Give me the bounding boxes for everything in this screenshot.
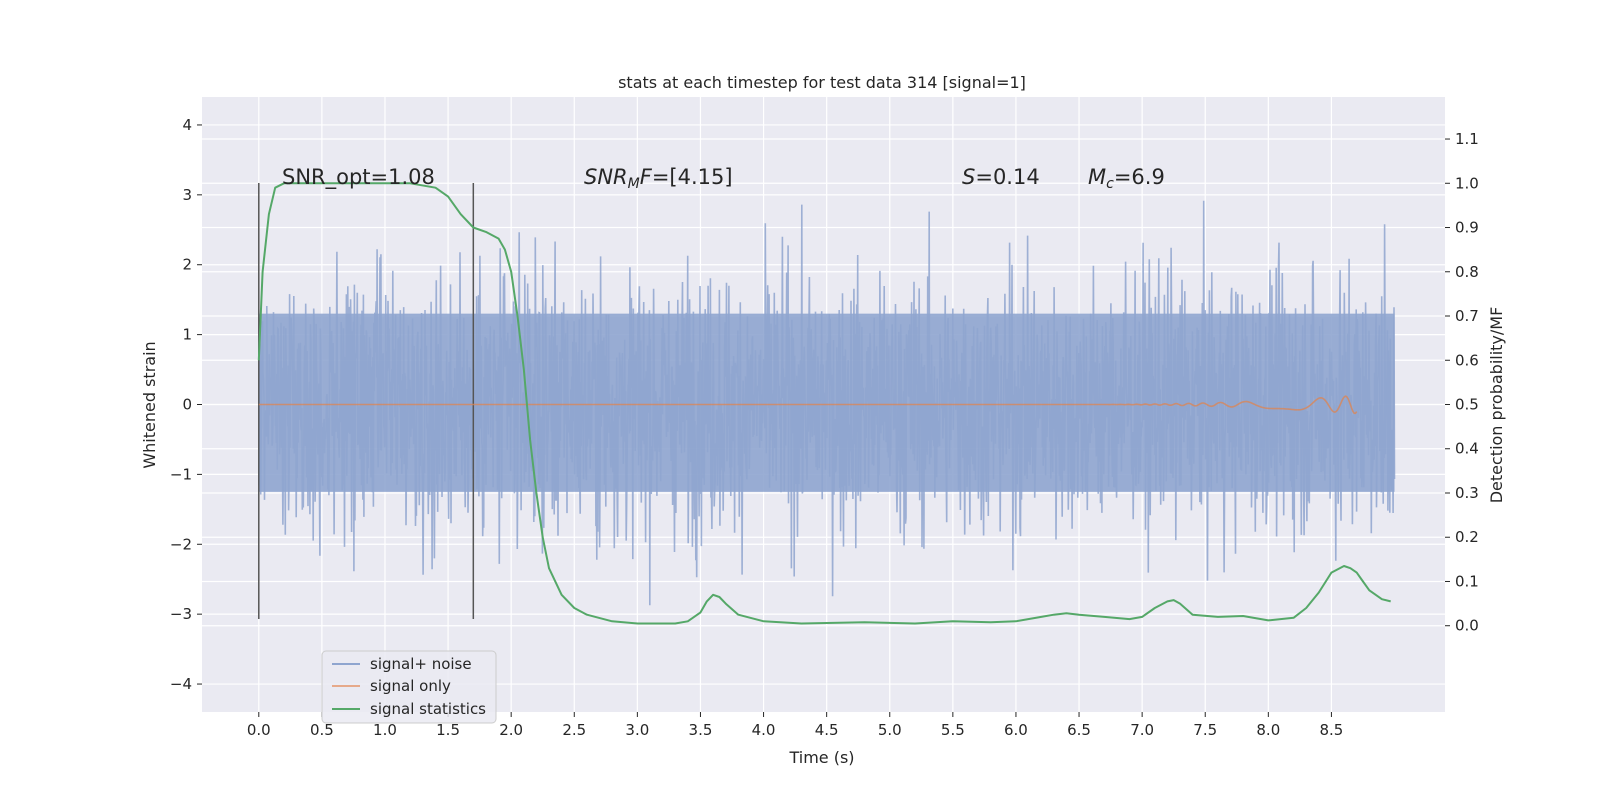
y-left-tick-label: −4 [170, 675, 192, 693]
y-left-axis-label: Whitened strain [140, 341, 159, 468]
x-tick-label: 3.5 [689, 721, 713, 739]
x-tick-label: 4.0 [752, 721, 776, 739]
chart-title: stats at each timestep for test data 314… [618, 73, 1026, 92]
series-signal-only [258, 395, 1358, 415]
annotation-snr-mf-subscript: M [628, 176, 640, 192]
y-right-tick-label: 0.0 [1455, 617, 1479, 635]
x-axis-ticks: 0.0 0.5 1.0 1.5 2.0 2.5 3.0 3.5 4.0 4.5 5.0 5.5 6.0 6… [247, 712, 1343, 739]
x-tick-label: 7.0 [1130, 721, 1154, 739]
x-tick-label: 2.0 [499, 721, 523, 739]
y-left-tick-label: 0 [182, 396, 192, 414]
x-tick-label: 3.0 [625, 721, 649, 739]
x-tick-label: 0.0 [247, 721, 271, 739]
y-right-tick-label: 0.5 [1455, 396, 1479, 414]
legend-label-signal-only: signal only [370, 677, 451, 695]
annotation-mc-subscript: c [1106, 176, 1114, 192]
y-left-tick-label: 4 [182, 116, 192, 134]
y-left-axis-ticks: −4 −3 −2 −1 0 1 2 3 4 [170, 116, 202, 693]
annotation-s: S=0.14 [962, 165, 1040, 189]
y-right-tick-label: 0.7 [1455, 307, 1479, 325]
y-left-tick-label: −1 [170, 465, 192, 483]
annotation-s-symbol: S [962, 165, 975, 189]
x-tick-label: 0.5 [310, 721, 334, 739]
series-line-signal-only [258, 395, 1358, 415]
x-tick-label: 4.5 [815, 721, 839, 739]
x-tick-label: 2.5 [562, 721, 586, 739]
y-left-tick-label: 1 [182, 326, 192, 344]
y-right-tick-label: 0.9 [1455, 219, 1479, 237]
y-right-tick-label: 0.8 [1455, 263, 1479, 281]
annotation-mc-value: =6.9 [1114, 165, 1165, 189]
x-tick-label: 1.0 [373, 721, 397, 739]
x-tick-label: 6.5 [1067, 721, 1091, 739]
legend-box [321, 650, 497, 724]
y-left-tick-label: −3 [170, 605, 192, 623]
legend-label-signal-noise: signal+ noise [370, 655, 472, 673]
legend: signal+ noise signal only signal statist… [321, 650, 497, 724]
x-tick-label: 6.0 [1004, 721, 1028, 739]
y-right-tick-label: 0.6 [1455, 351, 1479, 369]
y-right-axis-label: Detection probability/MF [1487, 307, 1506, 504]
y-right-axis-ticks: 0.0 0.1 0.2 0.3 0.4 0.5 0.6 0.7 0.8 0.9 1.0 1.1 [1445, 130, 1479, 635]
y-right-tick-label: 0.4 [1455, 440, 1479, 458]
y-right-tick-label: 0.2 [1455, 528, 1479, 546]
annotation-snr-opt: SNR_opt=1.08 [282, 165, 435, 190]
y-left-tick-label: −2 [170, 535, 192, 553]
y-right-tick-label: 0.3 [1455, 484, 1479, 502]
x-axis-label: Time (s) [788, 748, 854, 767]
x-tick-label: 5.5 [941, 721, 965, 739]
x-tick-label: 8.5 [1319, 721, 1343, 739]
series-signal-statistics [257, 182, 1391, 625]
x-tick-label: 7.5 [1193, 721, 1217, 739]
annotation-snr-mf-symbol: SNR [584, 165, 628, 189]
x-tick-label: 1.5 [436, 721, 460, 739]
annotation-snr-mf: SNRMF=[4.15] [584, 165, 733, 192]
annotation-snr-mf-f: F [640, 165, 653, 189]
vertical-markers [258, 182, 475, 620]
annotation-s-value: =0.14 [975, 165, 1039, 189]
x-tick-label: 5.0 [878, 721, 902, 739]
annotation-snr-mf-value: =[4.15] [652, 165, 733, 189]
y-left-tick-label: 3 [182, 186, 192, 204]
y-right-tick-label: 1.1 [1455, 130, 1479, 148]
y-left-tick-label: 2 [182, 256, 192, 274]
annotation-mc-symbol: M [1088, 165, 1106, 189]
series-line-signal-statistics [257, 182, 1391, 625]
y-right-tick-label: 0.1 [1455, 572, 1479, 590]
legend-label-signal-statistics: signal statistics [370, 700, 486, 718]
x-tick-label: 8.0 [1256, 721, 1280, 739]
annotation-mc: Mc=6.9 [1088, 165, 1165, 192]
y-right-tick-label: 1.0 [1455, 174, 1479, 192]
